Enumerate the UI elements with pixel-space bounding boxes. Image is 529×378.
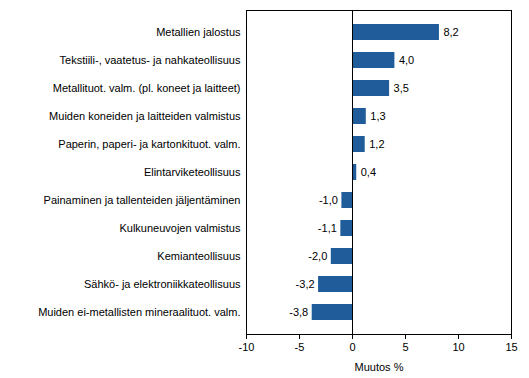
svg-text:Sähkö- ja elektroniikkateollis: Sähkö- ja elektroniikkateollisuus	[84, 278, 241, 290]
svg-text:Metallien jalostus: Metallien jalostus	[156, 26, 241, 38]
svg-text:-3,2: -3,2	[296, 278, 315, 290]
svg-text:Painaminen ja tallenteiden jäl: Painaminen ja tallenteiden jäljentäminen	[44, 194, 241, 206]
svg-text:Kulkuneuvojen valmistus: Kulkuneuvojen valmistus	[119, 222, 241, 234]
svg-text:Paperin, paperi- ja kartonkitu: Paperin, paperi- ja kartonkituot. valm.	[58, 138, 240, 150]
svg-text:-2,0: -2,0	[308, 250, 327, 262]
svg-text:Elintarviketeollisuus: Elintarviketeollisuus	[144, 166, 241, 178]
svg-text:-1,1: -1,1	[318, 222, 337, 234]
svg-text:Muiden koneiden ja laitteiden: Muiden koneiden ja laitteiden valmistus	[49, 110, 241, 122]
svg-text:10: 10	[452, 341, 464, 353]
svg-text:0: 0	[349, 341, 355, 353]
svg-text:4,0: 4,0	[399, 54, 414, 66]
svg-text:Muiden ei-metallisten mineraal: Muiden ei-metallisten mineraalituot. val…	[38, 306, 240, 318]
svg-text:15: 15	[505, 341, 517, 353]
svg-text:-10: -10	[239, 341, 255, 353]
svg-text:Tekstiili-, vaatetus- ja nahka: Tekstiili-, vaatetus- ja nahkateollisuus	[60, 54, 241, 66]
svg-text:3,5: 3,5	[394, 82, 409, 94]
svg-text:1,3: 1,3	[370, 110, 385, 122]
svg-text:8,2: 8,2	[443, 26, 458, 38]
svg-text:0,4: 0,4	[361, 166, 376, 178]
svg-text:-3,8: -3,8	[289, 306, 308, 318]
svg-text:Metallituot. valm. (pl. koneet: Metallituot. valm. (pl. koneet ja laitte…	[53, 82, 241, 94]
svg-text:-5: -5	[295, 341, 305, 353]
svg-text:Kemianteollisuus: Kemianteollisuus	[157, 250, 241, 262]
svg-text:Muutos %: Muutos %	[355, 361, 404, 373]
svg-text:5: 5	[402, 341, 408, 353]
svg-text:1,2: 1,2	[369, 138, 384, 150]
svg-text:-1,0: -1,0	[319, 194, 338, 206]
